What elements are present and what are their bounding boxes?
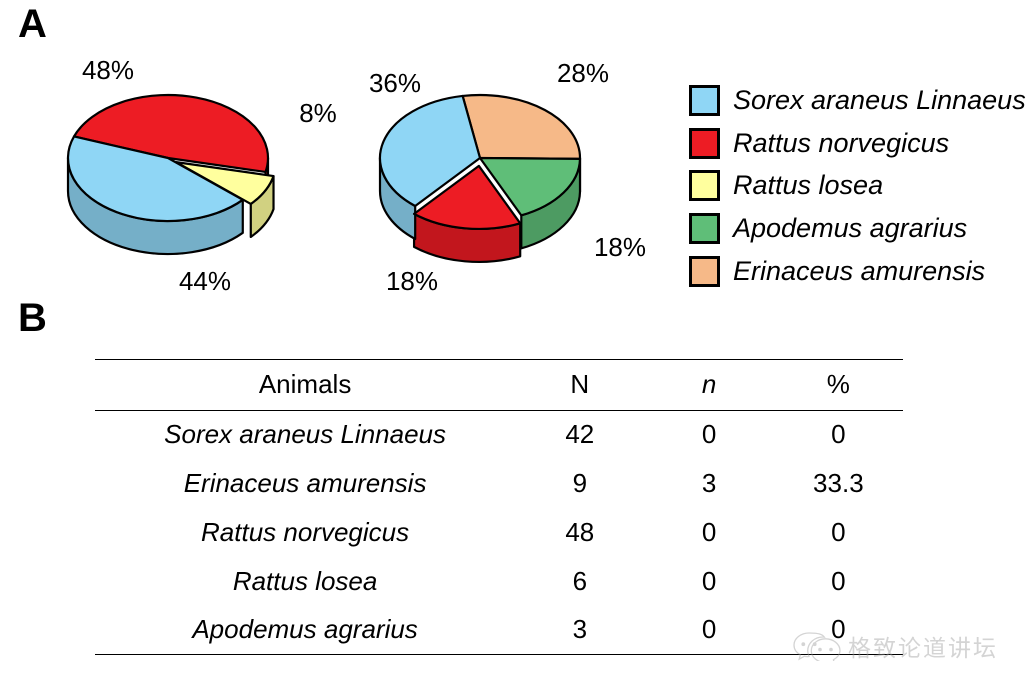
svg-text:18%: 18% — [594, 232, 646, 262]
svg-text:48%: 48% — [82, 55, 134, 85]
svg-text:28%: 28% — [557, 58, 609, 88]
svg-text:44%: 44% — [179, 266, 231, 296]
svg-text:18%: 18% — [386, 266, 438, 296]
svg-text:36%: 36% — [369, 68, 421, 98]
svg-text:8%: 8% — [299, 98, 337, 128]
